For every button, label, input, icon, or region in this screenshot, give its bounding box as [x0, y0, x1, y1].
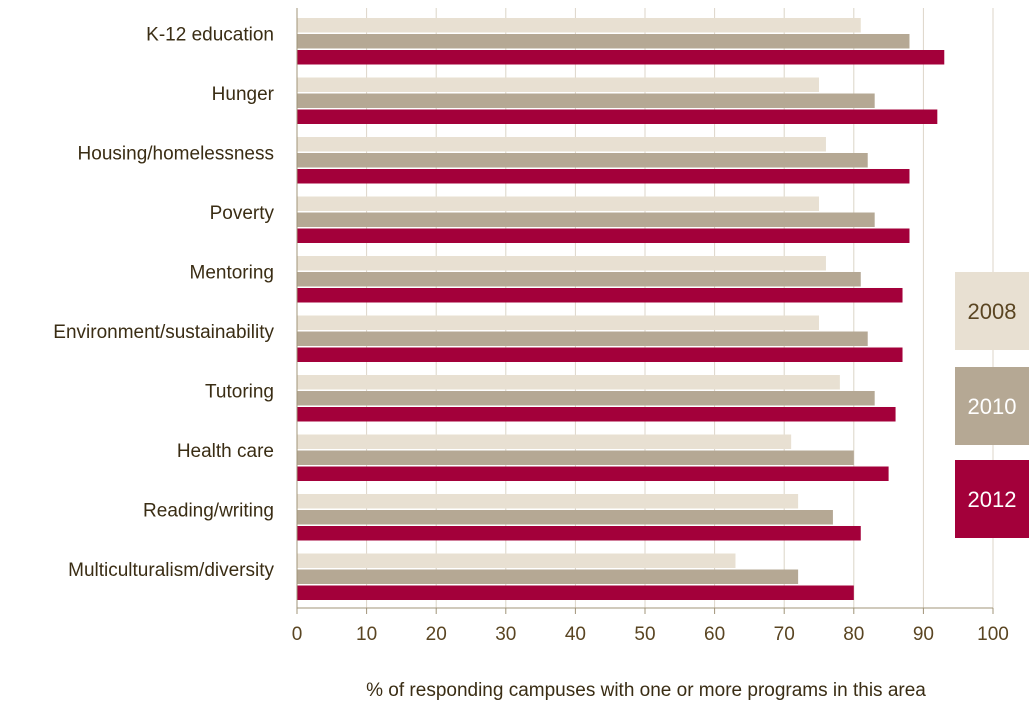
- bar-2008: [297, 18, 861, 33]
- bar-2008: [297, 434, 792, 449]
- category-label: Reading/writing: [143, 500, 274, 521]
- bar-2010: [297, 153, 868, 168]
- bar-2010: [297, 93, 875, 108]
- bar-2012: [297, 228, 910, 243]
- category-label: Poverty: [210, 203, 275, 224]
- bar-2012: [297, 347, 903, 362]
- bar-2010: [297, 569, 799, 584]
- legend-label-2012: 2012: [968, 487, 1017, 512]
- x-tick-label: 10: [356, 624, 377, 645]
- axes: 0 10 20 30 40 50 60 70 80 90 100: [292, 8, 1009, 645]
- legend: 2008 2010 2012: [955, 272, 1029, 538]
- x-tick-label: 70: [774, 624, 795, 645]
- bar-2012: [297, 50, 945, 65]
- bar-2008: [297, 77, 819, 92]
- category-label: Mentoring: [190, 262, 275, 283]
- bar-2010: [297, 450, 854, 465]
- category-label: Multiculturalism/diversity: [68, 560, 274, 581]
- bar-2010: [297, 510, 833, 525]
- bar-2008: [297, 494, 799, 509]
- x-axis-title: % of responding campuses with one or mor…: [366, 680, 926, 701]
- x-tick-label: 40: [565, 624, 586, 645]
- bar-2008: [297, 196, 819, 211]
- bar-2012: [297, 288, 903, 303]
- category-label: Housing/homelessness: [78, 143, 274, 164]
- category-label: Hunger: [212, 84, 275, 105]
- x-tick-label: 80: [843, 624, 864, 645]
- bar-2012: [297, 169, 910, 184]
- category-labels: K-12 education Hunger Housing/homelessness…: [53, 24, 274, 581]
- x-tick-label: 20: [426, 624, 447, 645]
- bar-2010: [297, 212, 875, 227]
- bar-2010: [297, 391, 875, 406]
- bar-2010: [297, 331, 868, 346]
- bars: [297, 18, 945, 600]
- x-tick-label: 50: [634, 624, 655, 645]
- bar-2012: [297, 526, 861, 541]
- bar-2008: [297, 553, 736, 568]
- bar-2010: [297, 272, 861, 287]
- legend-swatch-2008: [955, 272, 1029, 350]
- bar-2012: [297, 109, 938, 124]
- x-tick-label: 0: [292, 624, 303, 645]
- category-label: Health care: [177, 441, 274, 462]
- bar-2012: [297, 585, 854, 600]
- bar-2008: [297, 256, 826, 271]
- bar-2008: [297, 137, 826, 152]
- category-label: Environment/sustainability: [53, 322, 274, 343]
- bar-2008: [297, 315, 819, 330]
- legend-label-2008: 2008: [968, 299, 1017, 324]
- x-tick-label: 90: [913, 624, 934, 645]
- legend-label-2010: 2010: [968, 394, 1017, 419]
- bar-2012: [297, 407, 896, 422]
- x-tick-label: 60: [704, 624, 725, 645]
- bar-2012: [297, 466, 889, 481]
- legend-swatch-2010: [955, 367, 1029, 445]
- x-tick-label: 30: [495, 624, 516, 645]
- x-tick-label: 100: [977, 624, 1009, 645]
- category-label: K-12 education: [146, 24, 274, 45]
- bar-2008: [297, 375, 840, 390]
- bar-2010: [297, 34, 910, 49]
- legend-swatch-2012: [955, 460, 1029, 538]
- category-label: Tutoring: [205, 381, 274, 402]
